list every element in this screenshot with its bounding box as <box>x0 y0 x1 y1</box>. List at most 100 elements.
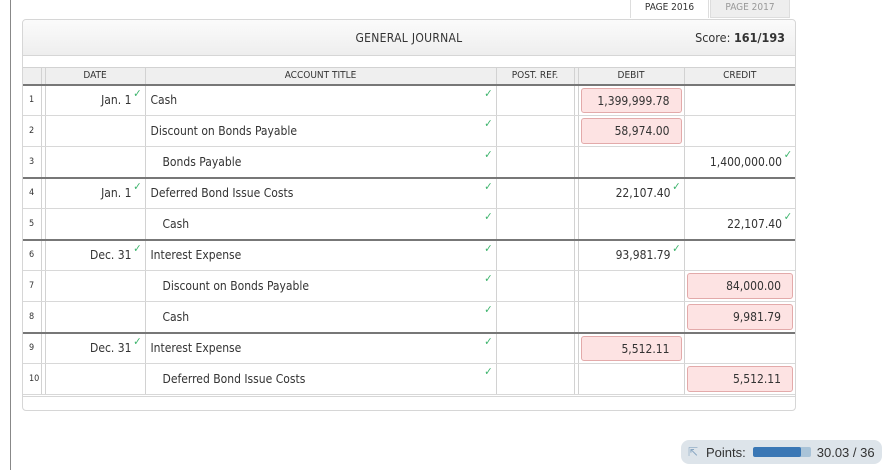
debit-cell[interactable]: 93,981.79 ✓ <box>577 239 684 271</box>
debit-cell[interactable] <box>577 270 684 302</box>
debit-cell[interactable] <box>577 363 684 395</box>
arrow-up-left-icon[interactable]: ⇱ <box>688 445 699 459</box>
credit-cell[interactable]: 22,107.40 ✓ <box>683 208 795 241</box>
account-title-cell[interactable]: Interest Expense ✓ <box>144 332 496 364</box>
post-ref-cell[interactable] <box>495 84 574 116</box>
checkmark-icon: ✓ <box>133 179 142 193</box>
row-number: 1 <box>23 84 41 116</box>
points-value: 30.03 / 36 <box>816 444 875 460</box>
account-title-cell[interactable]: Cash ✓ <box>144 208 496 241</box>
date-cell[interactable]: Dec. 31 ✓ <box>44 239 145 271</box>
account-title-cell[interactable]: Discount on Bonds Payable ✓ <box>144 270 496 302</box>
account-title-cell[interactable]: Deferred Bond Issue Costs ✓ <box>144 177 496 209</box>
date-cell[interactable]: Dec. 31 ✓ <box>44 332 145 364</box>
credit-incorrect-input[interactable]: 9,981.79 <box>686 304 793 330</box>
row-separator <box>40 115 45 147</box>
account-title-cell[interactable]: Cash ✓ <box>144 84 496 116</box>
date-cell[interactable]: Jan. 1 ✓ <box>44 84 145 116</box>
credit-cell[interactable] <box>683 177 795 209</box>
account-title-cell[interactable]: Bonds Payable ✓ <box>144 146 496 179</box>
credit-incorrect-input[interactable]: 84,000.00 <box>686 273 793 299</box>
credit-cell[interactable]: 9,981.79 <box>683 301 795 334</box>
account-title-cell[interactable]: Cash ✓ <box>144 301 496 334</box>
date-cell[interactable]: Jan. 1 ✓ <box>44 177 145 209</box>
account-title-cell[interactable]: Discount on Bonds Payable ✓ <box>144 115 496 147</box>
checkmark-icon: ✓ <box>484 272 493 285</box>
debit-cell[interactable] <box>577 208 684 241</box>
checkmark-icon: ✓ <box>783 210 792 223</box>
post-ref-cell[interactable] <box>495 177 574 209</box>
post-ref-cell[interactable] <box>495 115 574 147</box>
debit-cell[interactable]: 1,399,999.78 <box>577 84 684 116</box>
checkmark-icon: ✓ <box>484 365 493 378</box>
row-number: 9 <box>23 332 41 364</box>
tab-page-2017[interactable]: PAGE 2017 <box>710 0 790 18</box>
post-ref-cell[interactable] <box>495 239 574 271</box>
header-credit: CREDIT <box>683 67 795 86</box>
credit-cell[interactable] <box>683 332 795 364</box>
checkmark-icon: ✓ <box>672 179 681 193</box>
score-label: Score: <box>695 30 731 45</box>
row-separator <box>573 332 578 364</box>
account-title-cell[interactable]: Deferred Bond Issue Costs ✓ <box>144 363 496 395</box>
points-label: Points: <box>706 444 746 460</box>
account-title-cell[interactable]: Interest Expense ✓ <box>144 239 496 271</box>
row-separator <box>573 177 578 209</box>
debit-value: 22,107.40 <box>615 186 671 201</box>
date-value: Dec. 31 <box>90 341 132 356</box>
table-row: 2 Discount on Bonds Payable ✓ 58,974.00 <box>23 115 795 147</box>
credit-cell[interactable] <box>683 84 795 116</box>
debit-cell[interactable] <box>577 301 684 334</box>
checkmark-icon: ✓ <box>133 86 142 100</box>
credit-cell[interactable]: 84,000.00 <box>683 270 795 302</box>
header-separator <box>573 67 578 86</box>
date-cell[interactable] <box>44 115 145 147</box>
checkmark-icon: ✓ <box>484 86 493 100</box>
credit-incorrect-input[interactable]: 5,512.11 <box>686 366 793 392</box>
date-value: Dec. 31 <box>90 248 132 263</box>
row-separator <box>573 301 578 334</box>
row-separator <box>573 363 578 395</box>
account-title-value: Discount on Bonds Payable <box>162 279 310 293</box>
table-row: 9 Dec. 31 ✓ Interest Expense ✓ 5,512.11 <box>23 332 795 364</box>
date-cell[interactable] <box>44 208 145 241</box>
tab-page-2016[interactable]: PAGE 2016 <box>630 0 709 18</box>
row-number: 3 <box>23 146 41 179</box>
credit-cell[interactable] <box>683 115 795 147</box>
debit-cell[interactable]: 58,974.00 <box>577 115 684 147</box>
post-ref-cell[interactable] <box>495 270 574 302</box>
panel-title: GENERAL JOURNAL <box>355 31 463 45</box>
credit-cell[interactable]: 1,400,000.00 ✓ <box>683 146 795 179</box>
credit-cell[interactable] <box>683 239 795 271</box>
date-cell[interactable] <box>44 301 145 334</box>
debit-incorrect-input[interactable]: 1,399,999.78 <box>580 87 682 113</box>
account-title-value: Cash <box>162 309 190 324</box>
points-widget: ⇱ Points: 30.03 / 36 <box>681 440 882 464</box>
row-number: 8 <box>23 301 41 334</box>
date-value: Jan. 1 <box>101 93 132 108</box>
row-separator <box>573 208 578 241</box>
header-post-ref: POST. REF. <box>495 67 574 86</box>
date-cell[interactable] <box>44 363 145 395</box>
debit-cell[interactable]: 5,512.11 <box>577 332 684 364</box>
post-ref-cell[interactable] <box>495 208 574 241</box>
header-date: DATE <box>44 67 145 86</box>
table-row: 5 Cash ✓ 22,107.40 ✓ <box>23 208 795 241</box>
credit-cell[interactable]: 5,512.11 <box>683 363 795 395</box>
general-journal-panel: GENERAL JOURNAL Score: 161/193 DATE ACCO… <box>22 19 796 411</box>
debit-incorrect-input[interactable]: 5,512.11 <box>580 335 682 361</box>
row-separator <box>40 146 45 179</box>
date-cell[interactable] <box>44 270 145 302</box>
table-row: 6 Dec. 31 ✓ Interest Expense ✓ 93,981.79 ✓ <box>23 239 795 271</box>
row-separator <box>573 239 578 271</box>
debit-incorrect-input[interactable]: 58,974.00 <box>580 118 682 144</box>
post-ref-cell[interactable] <box>495 301 574 334</box>
row-separator <box>40 363 45 395</box>
post-ref-cell[interactable] <box>495 332 574 364</box>
post-ref-cell[interactable] <box>495 146 574 179</box>
debit-cell[interactable] <box>577 146 684 179</box>
post-ref-cell[interactable] <box>495 363 574 395</box>
debit-cell[interactable]: 22,107.40 ✓ <box>577 177 684 209</box>
date-cell[interactable] <box>44 146 145 179</box>
table-row: 1 Jan. 1 ✓ Cash ✓ 1,399,999.78 <box>23 84 795 116</box>
